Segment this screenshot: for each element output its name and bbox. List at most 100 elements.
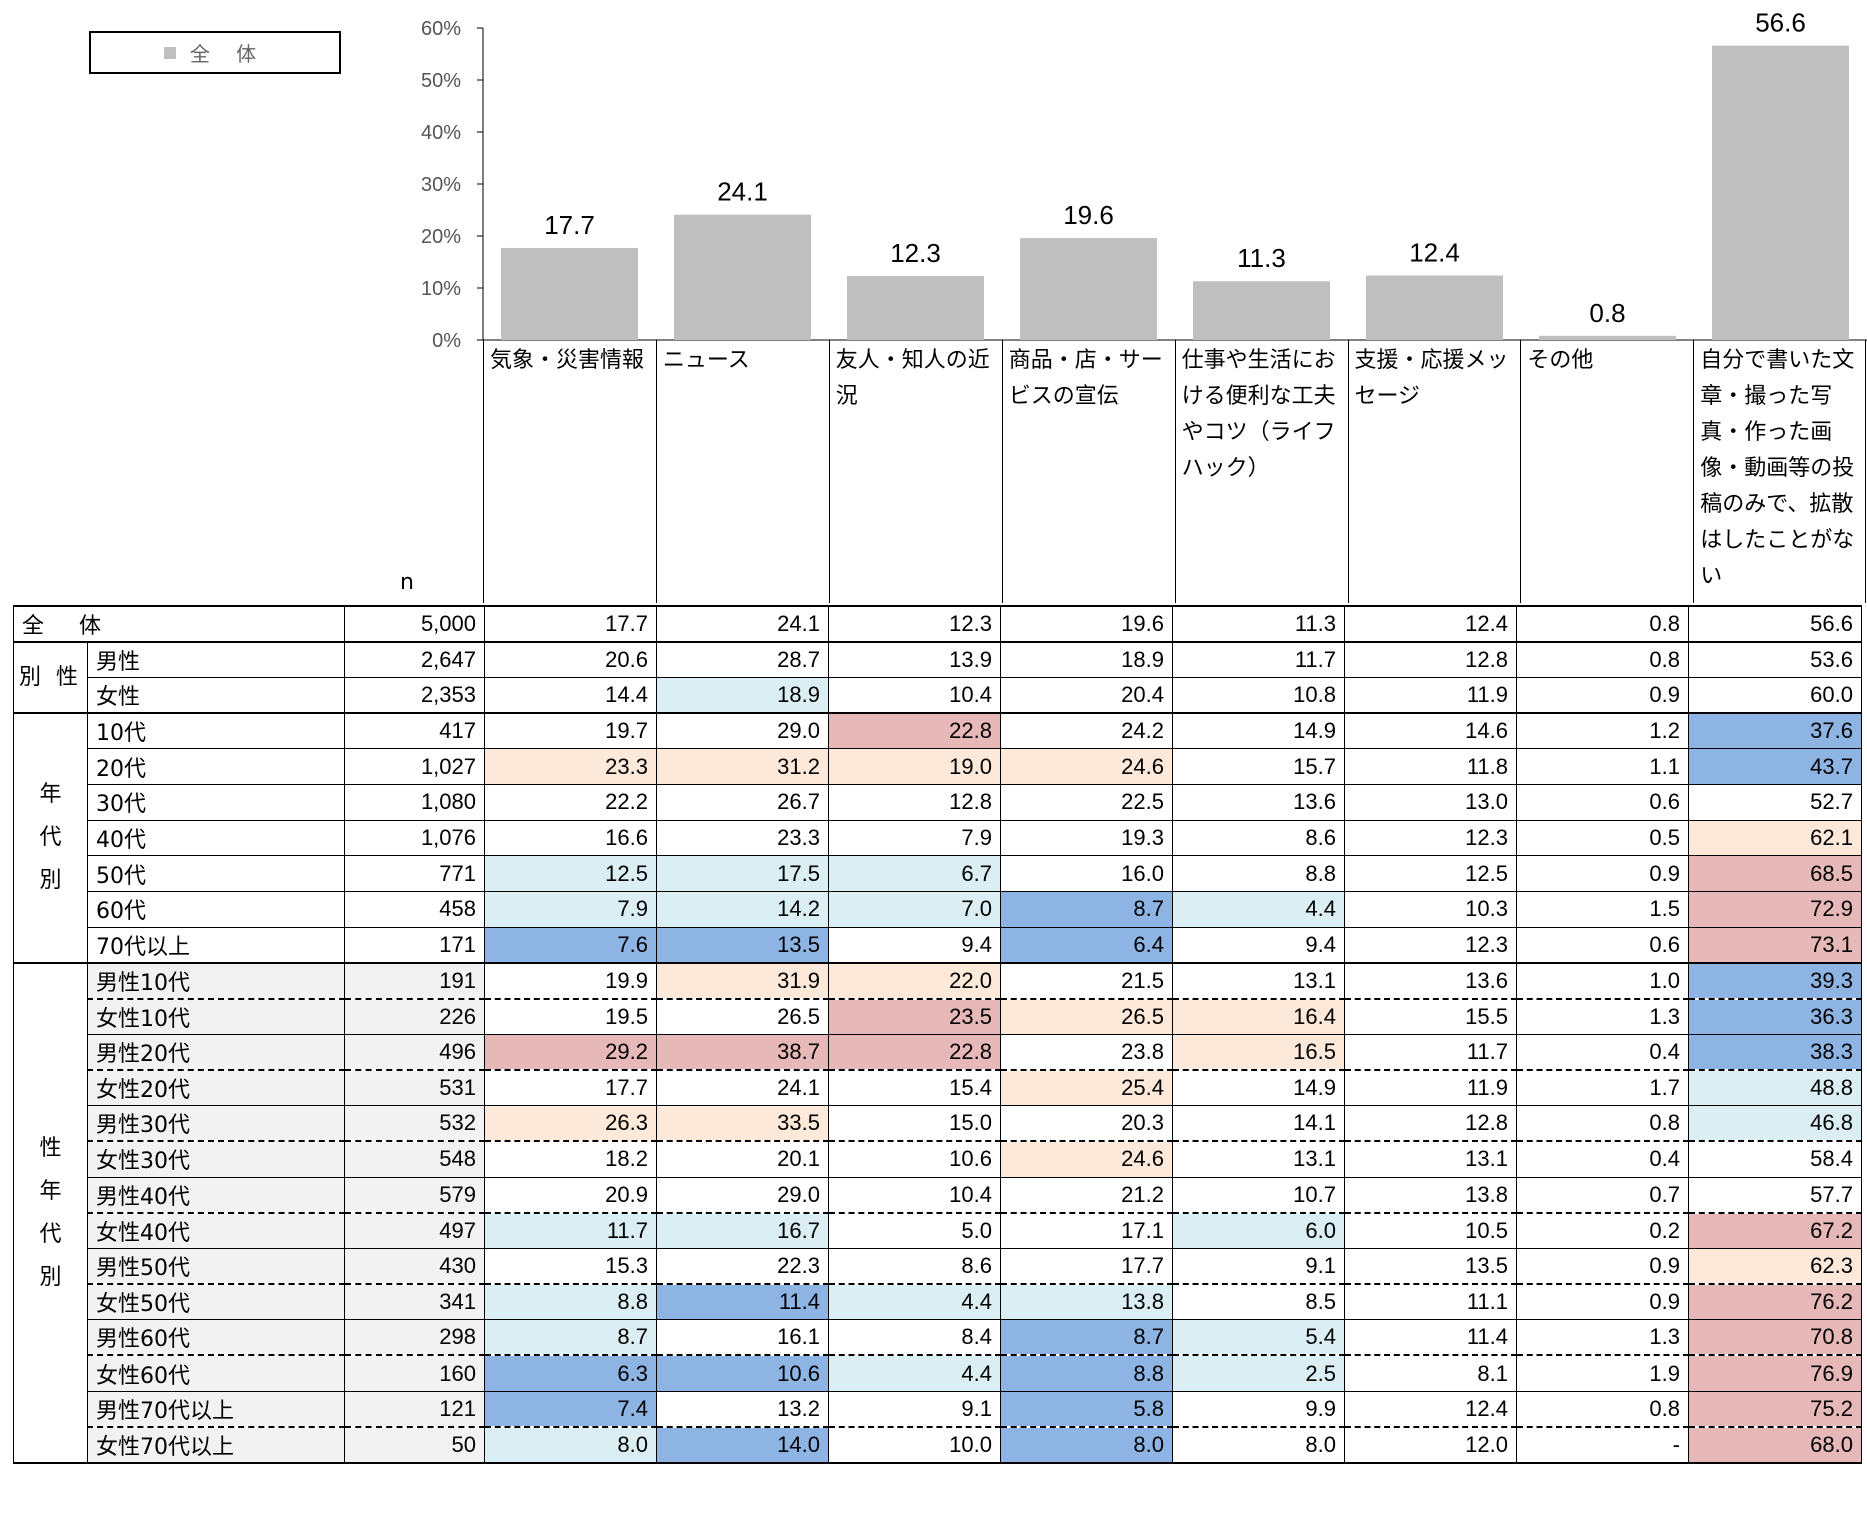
- table-cell: 8.8: [484, 1283, 657, 1320]
- table-cell: 21.2: [1000, 1176, 1173, 1213]
- table-cell: 8.0: [1172, 1425, 1345, 1464]
- row-n: 1,080: [344, 783, 485, 821]
- table-cell: 1.9: [1516, 1354, 1689, 1392]
- table-cell: 12.4: [1344, 605, 1517, 642]
- row-n: 226: [344, 997, 485, 1035]
- group-label: 年代別: [13, 712, 88, 964]
- data-label: 56.6: [1755, 8, 1806, 38]
- table-cell: 31.9: [656, 961, 829, 999]
- table-cell: 5.4: [1172, 1319, 1345, 1356]
- table-cell: 17.5: [656, 855, 829, 892]
- row-label: 10代: [87, 712, 345, 749]
- table-cell: 10.8: [1172, 676, 1345, 714]
- table-cell: 8.7: [1000, 891, 1173, 928]
- table-cell: 24.1: [656, 1068, 829, 1106]
- row-label: 70代以上: [87, 926, 345, 963]
- row-n: 5,000: [344, 605, 485, 642]
- table-row: 女性60代 160 6.3 10.6 4.4 8.8 2.5 8.1 1.9 76.9: [14, 1354, 1862, 1392]
- table-row: 年代別 10代 417 19.7 29.0 22.8 24.2 14.9 14.6 1.2 37.6: [13, 712, 1862, 964]
- bar: [501, 247, 638, 340]
- table-cell: 53.6: [1688, 640, 1862, 678]
- table-row: 70代以上 171 7.6 13.5 9.4 6.4 9.4 12.3 0.6 73.1: [14, 926, 1862, 963]
- table-cell: 22.2: [484, 783, 657, 821]
- table-cell: 15.7: [1172, 748, 1345, 785]
- table-cell: 76.9: [1688, 1354, 1862, 1392]
- table-cell: 0.4: [1516, 1033, 1689, 1070]
- table-cell: 48.8: [1688, 1068, 1862, 1106]
- table-cell: 13.5: [656, 926, 829, 963]
- table-cell: 17.7: [484, 1068, 657, 1106]
- table-cell: 14.2: [656, 891, 829, 928]
- table-cell: 12.3: [828, 605, 1001, 642]
- row-label: 30代: [87, 783, 345, 821]
- table-row: 男性20代 496 29.2 38.7 22.8 23.8 16.5 11.7 0.4 38.3: [14, 1033, 1862, 1070]
- table-cell: 20.4: [1000, 676, 1173, 714]
- table-cell: 13.1: [1172, 961, 1345, 999]
- table-row: 女性70代以上 50 8.0 14.0 10.0 8.0 8.0 12.0-68.0: [14, 1425, 1862, 1464]
- table-cell: 19.9: [484, 961, 657, 999]
- table-cell: 24.1: [656, 605, 829, 642]
- table-cell: 22.5: [1000, 783, 1173, 821]
- table-cell: 9.9: [1172, 1390, 1345, 1427]
- table-cell: 16.6: [484, 819, 657, 856]
- table-cell: 57.7: [1688, 1176, 1862, 1213]
- table-cell: 23.5: [828, 997, 1001, 1035]
- table-cell: 0.8: [1516, 1390, 1689, 1427]
- table-cell: 13.0: [1344, 783, 1517, 821]
- table-cell: 11.9: [1344, 1068, 1517, 1106]
- table-cell: 0.4: [1516, 1140, 1689, 1177]
- table-cell: 12.3: [1344, 926, 1517, 963]
- row-n: 50: [344, 1425, 485, 1464]
- table-cell: 14.9: [1172, 712, 1345, 749]
- data-table: 全 体 5,000 17.7 24.1 12.3 19.6 11.3 12.4 0.8 56.6 別…: [13, 605, 1862, 1464]
- table-cell: 10.4: [828, 676, 1001, 714]
- table-cell: 15.0: [828, 1105, 1001, 1142]
- table-cell: 10.6: [656, 1354, 829, 1392]
- table-row: 女性20代 531 17.7 24.1 15.4 25.4 14.9 11.9 1.7 48.8: [14, 1068, 1862, 1106]
- table-cell: 13.5: [1344, 1247, 1517, 1285]
- table-cell: 14.9: [1172, 1068, 1345, 1106]
- table-cell: 11.7: [484, 1211, 657, 1249]
- table-cell: 33.5: [656, 1105, 829, 1142]
- table-row: 男性60代 298 8.7 16.1 8.4 8.7 5.4 11.4 1.3 70.8: [14, 1319, 1862, 1356]
- table-cell: 16.5: [1172, 1033, 1345, 1070]
- table-cell: 12.8: [1344, 1105, 1517, 1142]
- table-row: 50代 771 12.5 17.5 6.7 16.0 8.8 12.5 0.9 68.5: [14, 855, 1862, 892]
- table-cell: 4.4: [828, 1354, 1001, 1392]
- table-cell: 19.0: [828, 748, 1001, 785]
- table-cell: 11.1: [1344, 1283, 1517, 1320]
- table-cell: 22.8: [828, 712, 1001, 749]
- table-cell: 10.3: [1344, 891, 1517, 928]
- table-cell: 8.8: [1000, 1354, 1173, 1392]
- table-cell: 6.0: [1172, 1211, 1345, 1249]
- table-cell: 6.4: [1000, 926, 1173, 963]
- table-cell: 20.1: [656, 1140, 829, 1177]
- table-cell: 36.3: [1688, 997, 1862, 1035]
- table-cell: 56.6: [1688, 605, 1862, 642]
- table-cell: 15.4: [828, 1068, 1001, 1106]
- table-row: 男性50代 430 15.3 22.3 8.6 17.7 9.1 13.5 0.9 62.3: [14, 1247, 1862, 1285]
- table-row: 性年代別 男性10代 191 19.9 31.9 22.0 21.5 13.1 13.6 1.0 3…: [13, 961, 1862, 1464]
- column-header: その他: [1520, 340, 1693, 603]
- data-label: 11.3: [1237, 243, 1286, 273]
- table-cell: 14.0: [656, 1425, 829, 1464]
- table-cell: 14.4: [484, 676, 657, 714]
- column-header: ニュース: [655, 340, 829, 603]
- table-cell: 72.9: [1688, 891, 1862, 928]
- table-cell: 10.5: [1344, 1211, 1517, 1249]
- table-cell: 1.5: [1516, 891, 1689, 928]
- row-label: 女性: [87, 676, 345, 714]
- table-cell: 8.0: [484, 1425, 657, 1464]
- table-row: 60代 458 7.9 14.2 7.0 8.7 4.4 10.3 1.5 72.9: [14, 891, 1862, 928]
- table-cell: 5.0: [828, 1211, 1001, 1249]
- table-cell: 16.4: [1172, 997, 1345, 1035]
- table-cell: 13.1: [1344, 1140, 1517, 1177]
- table-cell: 75.2: [1688, 1390, 1862, 1427]
- y-tick-label: 50%: [421, 70, 461, 92]
- table-row: 女性 2,353 14.4 18.9 10.4 20.4 10.8 11.9 0.9 60.0: [14, 676, 1862, 714]
- table-cell: 29.2: [484, 1033, 657, 1070]
- bar: [1366, 275, 1503, 340]
- table-cell: 10.4: [828, 1176, 1001, 1213]
- table-cell: 26.5: [1000, 997, 1173, 1035]
- table-cell: 11.8: [1344, 748, 1517, 785]
